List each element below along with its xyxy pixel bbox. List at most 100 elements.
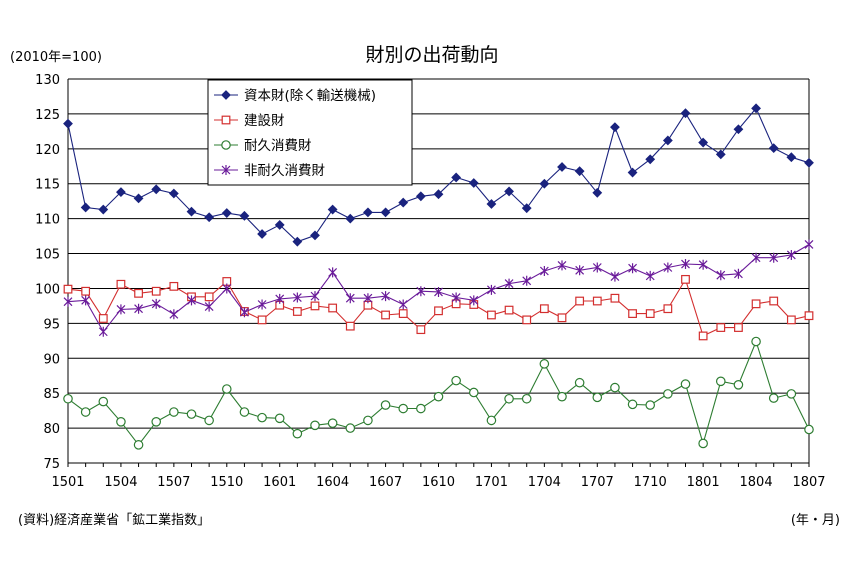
data-point bbox=[327, 418, 338, 429]
x-unit-label: (年・月) bbox=[791, 513, 840, 528]
data-point bbox=[363, 207, 373, 218]
data-point bbox=[769, 296, 779, 306]
data-point bbox=[716, 323, 726, 332]
y-tick-label: 115 bbox=[35, 178, 60, 193]
data-point bbox=[592, 296, 602, 306]
data-point bbox=[804, 311, 814, 321]
data-point bbox=[381, 291, 390, 302]
data-point bbox=[786, 389, 797, 399]
data-point bbox=[734, 268, 743, 279]
data-point bbox=[151, 286, 161, 296]
legend-label: 非耐久消費財 bbox=[244, 163, 325, 179]
legend-marker bbox=[221, 165, 231, 175]
data-point bbox=[627, 399, 638, 410]
data-point bbox=[575, 296, 585, 306]
data-point bbox=[592, 187, 603, 198]
data-point bbox=[98, 326, 108, 337]
data-point bbox=[786, 249, 796, 260]
data-point bbox=[169, 281, 179, 291]
data-point bbox=[204, 301, 214, 312]
data-point bbox=[398, 299, 408, 310]
data-point bbox=[81, 295, 91, 306]
data-point bbox=[398, 197, 409, 208]
x-tick-label: 1604 bbox=[316, 475, 349, 490]
data-point bbox=[292, 428, 303, 439]
data-point bbox=[451, 375, 461, 386]
data-point bbox=[98, 314, 108, 323]
y-tick-label: 130 bbox=[35, 73, 60, 88]
data-point bbox=[116, 417, 126, 427]
data-point bbox=[804, 239, 814, 250]
data-point bbox=[292, 236, 303, 247]
data-point bbox=[522, 275, 532, 286]
plot-area: 75 80 85 90 95 100 105 110 115 120 125 130 1501 1504 1… bbox=[35, 73, 825, 490]
data-point bbox=[557, 162, 567, 172]
data-point bbox=[169, 407, 179, 417]
data-point bbox=[804, 424, 814, 435]
data-point bbox=[557, 260, 567, 271]
data-point bbox=[680, 379, 691, 389]
data-point bbox=[80, 202, 91, 213]
data-point bbox=[645, 154, 656, 165]
data-point bbox=[698, 137, 709, 148]
data-point bbox=[645, 309, 655, 318]
data-point bbox=[786, 152, 797, 163]
data-point bbox=[345, 423, 356, 433]
data-point bbox=[98, 396, 109, 407]
data-point bbox=[433, 189, 444, 200]
data-point bbox=[381, 310, 390, 320]
data-point bbox=[328, 303, 338, 313]
legend-label: 建設財 bbox=[244, 113, 285, 129]
x-tick-label: 1807 bbox=[792, 475, 825, 490]
data-point bbox=[610, 271, 620, 282]
data-point bbox=[628, 309, 637, 318]
data-point bbox=[186, 409, 197, 419]
data-point bbox=[468, 387, 479, 398]
series-3 bbox=[63, 239, 814, 337]
data-point bbox=[345, 321, 355, 331]
y-unit-label: (2010年=100) bbox=[10, 50, 102, 65]
data-point bbox=[63, 393, 73, 404]
data-point bbox=[574, 166, 585, 177]
data-point bbox=[574, 377, 585, 388]
data-point bbox=[98, 204, 109, 215]
data-point bbox=[716, 270, 726, 281]
data-point bbox=[663, 389, 673, 399]
data-point bbox=[133, 440, 144, 450]
x-tick-label: 1801 bbox=[687, 475, 720, 490]
data-point bbox=[327, 204, 338, 215]
data-point bbox=[698, 259, 708, 270]
data-point bbox=[274, 220, 285, 230]
data-point bbox=[310, 420, 320, 431]
x-tick-label: 1804 bbox=[740, 475, 773, 490]
x-tick-label: 1507 bbox=[157, 475, 190, 490]
series-0 bbox=[63, 103, 814, 247]
data-point bbox=[257, 315, 267, 325]
data-point bbox=[469, 295, 479, 306]
x-tick-label: 1704 bbox=[528, 475, 561, 490]
data-point bbox=[257, 412, 267, 423]
data-point bbox=[768, 393, 779, 403]
data-point bbox=[116, 279, 126, 289]
data-point bbox=[240, 307, 249, 318]
source-note: (資料)経済産業省「鉱工業指数」 bbox=[18, 512, 210, 528]
data-point bbox=[487, 284, 496, 295]
data-point bbox=[539, 266, 549, 276]
data-point bbox=[345, 293, 355, 304]
data-point bbox=[715, 149, 726, 160]
legend-label: 耐久消費財 bbox=[244, 138, 312, 154]
x-tick-label: 1610 bbox=[422, 475, 455, 490]
data-point bbox=[275, 293, 285, 304]
data-point bbox=[786, 315, 796, 325]
data-point bbox=[804, 157, 814, 168]
data-point bbox=[539, 359, 550, 369]
data-point bbox=[292, 307, 302, 316]
data-point bbox=[239, 210, 250, 221]
data-point bbox=[274, 413, 285, 424]
data-point bbox=[415, 191, 426, 202]
data-point bbox=[168, 188, 179, 199]
data-point bbox=[151, 184, 162, 195]
data-point bbox=[681, 259, 690, 270]
data-point bbox=[133, 193, 144, 204]
data-point bbox=[522, 315, 532, 325]
